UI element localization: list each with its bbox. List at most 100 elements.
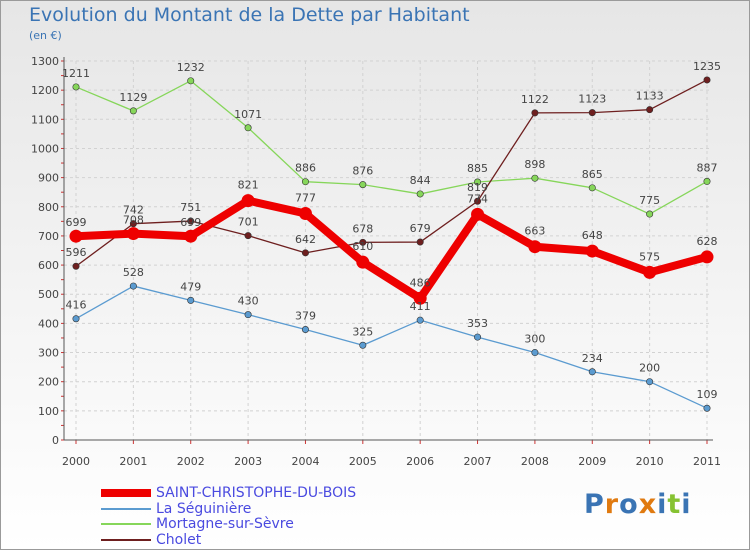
data-point xyxy=(703,404,711,412)
x-tick-label: 2010 xyxy=(636,455,664,468)
data-point xyxy=(244,311,252,319)
data-label: 642 xyxy=(295,233,316,246)
data-point xyxy=(700,250,714,264)
x-tick-label: 2003 xyxy=(234,455,262,468)
y-tick-label: 400 xyxy=(38,317,59,330)
data-point xyxy=(646,378,654,386)
legend-swatch-mortagne xyxy=(101,523,151,525)
data-point xyxy=(301,178,309,186)
data-point xyxy=(184,229,198,243)
data-label: 648 xyxy=(582,229,603,242)
data-point xyxy=(187,217,195,225)
logo-letter: o xyxy=(619,489,639,520)
data-label: 885 xyxy=(467,162,488,175)
data-label: 819 xyxy=(467,181,488,194)
data-label: 751 xyxy=(180,201,201,214)
data-point xyxy=(703,76,711,84)
data-label: 887 xyxy=(697,161,718,174)
data-label: 596 xyxy=(66,246,87,259)
data-point xyxy=(72,83,80,91)
data-point xyxy=(471,207,485,221)
data-label: 678 xyxy=(352,222,373,235)
data-label: 610 xyxy=(352,240,373,253)
legend-label-saint-christophe: SAINT-CHRISTOPHE-DU-BOIS xyxy=(156,485,357,501)
legend-label-la-seguiniere: La Séguinière xyxy=(156,501,252,517)
data-point xyxy=(531,174,539,182)
x-tick-label: 2004 xyxy=(291,455,319,468)
data-label: 416 xyxy=(66,299,87,312)
logo-letter: P xyxy=(584,489,605,520)
data-point xyxy=(129,282,137,290)
data-label: 411 xyxy=(410,300,431,313)
data-label: 775 xyxy=(639,194,660,207)
data-label: 300 xyxy=(524,333,545,346)
logo-letter: x xyxy=(638,489,658,520)
data-point xyxy=(359,341,367,349)
data-label: 886 xyxy=(295,162,316,175)
data-point xyxy=(244,124,252,132)
data-point xyxy=(588,368,596,376)
data-label: 876 xyxy=(352,165,373,178)
data-point xyxy=(129,220,137,228)
data-point xyxy=(359,181,367,189)
y-tick-label: 500 xyxy=(38,288,59,301)
y-tick-label: 1300 xyxy=(31,55,59,68)
data-label: 486 xyxy=(410,276,431,289)
legend-label-mortagne: Mortagne-sur-Sèvre xyxy=(156,516,294,532)
data-label: 663 xyxy=(524,225,545,238)
data-point xyxy=(643,265,657,279)
data-point xyxy=(298,206,312,220)
data-point xyxy=(129,107,137,115)
data-label: 575 xyxy=(639,250,660,263)
y-tick-label: 700 xyxy=(38,230,59,243)
data-point xyxy=(187,296,195,304)
x-tick-label: 2000 xyxy=(62,455,90,468)
data-label: 353 xyxy=(467,317,488,330)
x-tick-label: 2009 xyxy=(578,455,606,468)
legend-item-saint-christophe: SAINT-CHRISTOPHE-DU-BOIS xyxy=(101,485,356,501)
data-point xyxy=(531,349,539,357)
data-point xyxy=(126,227,140,241)
data-label: 898 xyxy=(524,158,545,171)
data-point xyxy=(474,333,482,341)
data-label: 844 xyxy=(410,174,431,187)
data-label: 628 xyxy=(697,235,718,248)
y-tick-label: 0 xyxy=(52,434,59,447)
legend-item-cholet: Cholet xyxy=(101,532,201,548)
data-label: 777 xyxy=(295,191,316,204)
x-tick-label: 2001 xyxy=(119,455,147,468)
data-label: 234 xyxy=(582,352,603,365)
y-tick-label: 300 xyxy=(38,347,59,360)
data-label: 708 xyxy=(123,214,144,227)
x-tick-label: 2005 xyxy=(349,455,377,468)
data-label: 479 xyxy=(180,280,201,293)
data-point xyxy=(585,244,599,258)
data-point xyxy=(356,255,370,269)
legend-swatch-cholet xyxy=(101,539,151,541)
data-label: 1211 xyxy=(62,67,90,80)
x-tick-label: 2007 xyxy=(464,455,492,468)
data-label: 528 xyxy=(123,266,144,279)
y-tick-label: 800 xyxy=(38,201,59,214)
logo-letter: i xyxy=(681,489,692,520)
data-label: 430 xyxy=(238,295,259,308)
y-tick-label: 200 xyxy=(38,376,59,389)
data-label: 742 xyxy=(123,204,144,217)
logo-letter: r xyxy=(604,489,620,520)
data-point xyxy=(646,210,654,218)
series-line-3 xyxy=(75,79,708,267)
data-point xyxy=(69,229,83,243)
data-point xyxy=(416,190,424,198)
legend-label-cholet: Cholet xyxy=(156,532,202,548)
data-label: 109 xyxy=(697,388,718,401)
data-label: 699 xyxy=(180,216,201,229)
data-point xyxy=(241,194,255,208)
data-point xyxy=(528,240,542,254)
logo-letter: t xyxy=(667,489,682,520)
data-point xyxy=(416,238,424,246)
data-point xyxy=(72,262,80,270)
data-point xyxy=(646,106,654,114)
y-tick-label: 600 xyxy=(38,259,59,272)
